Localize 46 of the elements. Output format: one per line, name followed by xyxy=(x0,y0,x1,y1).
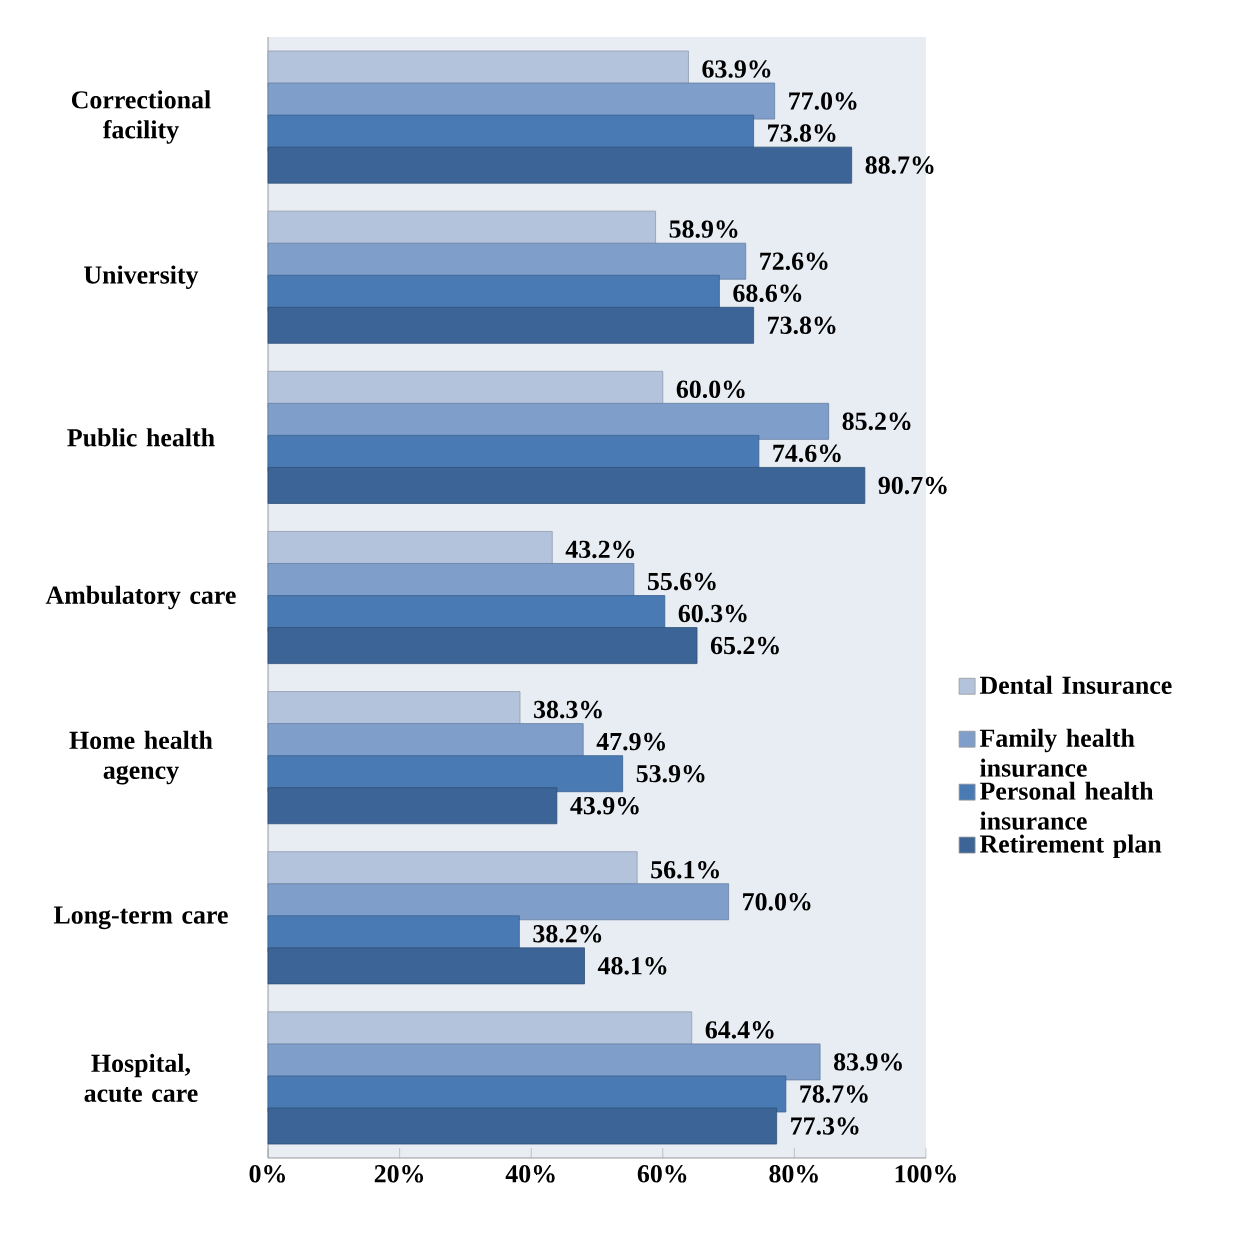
x-tick-label: 80% xyxy=(769,1165,818,1183)
x-tick-label: 100% xyxy=(895,1165,956,1183)
y-tick-label: Home health agency xyxy=(69,730,213,785)
data-label: 43.2% xyxy=(565,540,635,559)
data-label: 53.9% xyxy=(636,764,705,783)
data-label: 47.9% xyxy=(596,732,666,751)
x-tick-label: 20% xyxy=(374,1165,424,1183)
data-label: 88.7% xyxy=(865,156,934,174)
data-label: 77.0% xyxy=(789,92,857,110)
data-label: 72.6% xyxy=(760,252,828,271)
data-label: 38.2% xyxy=(533,925,602,943)
data-label: 68.6% xyxy=(733,284,802,303)
data-label: 60.0% xyxy=(676,380,745,399)
y-tick-label: Public health xyxy=(67,428,215,447)
data-label: 58.9% xyxy=(669,220,738,238)
data-label: 65.2% xyxy=(710,636,779,655)
data-label: 73.8% xyxy=(768,316,836,335)
data-label: 55.6% xyxy=(647,572,716,591)
legend-label: Family health insurance xyxy=(979,728,1135,777)
data-label: 85.2% xyxy=(842,412,911,431)
y-tick-label: Correctional facility xyxy=(71,90,211,144)
data-label: 43.9% xyxy=(570,796,639,815)
data-label: 74.6% xyxy=(773,444,841,463)
data-label: 73.8% xyxy=(768,124,836,142)
x-tick-label: 0% xyxy=(249,1165,285,1183)
y-tick-label: Hospital, acute care xyxy=(84,1053,198,1103)
y-tick-label: Long-term care xyxy=(53,906,228,930)
data-label: 64.4% xyxy=(705,1021,774,1039)
data-label: 38.3% xyxy=(534,700,602,719)
data-label: 48.1% xyxy=(597,957,667,975)
y-tick-label: Ambulatory care xyxy=(45,585,236,610)
data-label: 56.1% xyxy=(651,860,719,879)
y-tick-label: University xyxy=(84,265,199,290)
x-tick-label: 60% xyxy=(637,1165,687,1183)
data-label: 83.9% xyxy=(833,1053,902,1071)
legend-label: Retirement plan xyxy=(979,834,1162,859)
x-tick-label: 40% xyxy=(505,1165,555,1183)
data-label: 78.7% xyxy=(800,1085,868,1103)
legend-label: Personal health insurance xyxy=(979,781,1154,830)
legend-label: Dental Insurance xyxy=(979,675,1172,695)
data-label: 70.0% xyxy=(743,892,811,911)
data-label: 60.3% xyxy=(678,604,747,623)
bar xyxy=(267,883,730,921)
data-label: 63.9% xyxy=(702,60,771,78)
data-label: 77.3% xyxy=(791,1117,859,1135)
data-label: 90.7% xyxy=(878,476,947,495)
